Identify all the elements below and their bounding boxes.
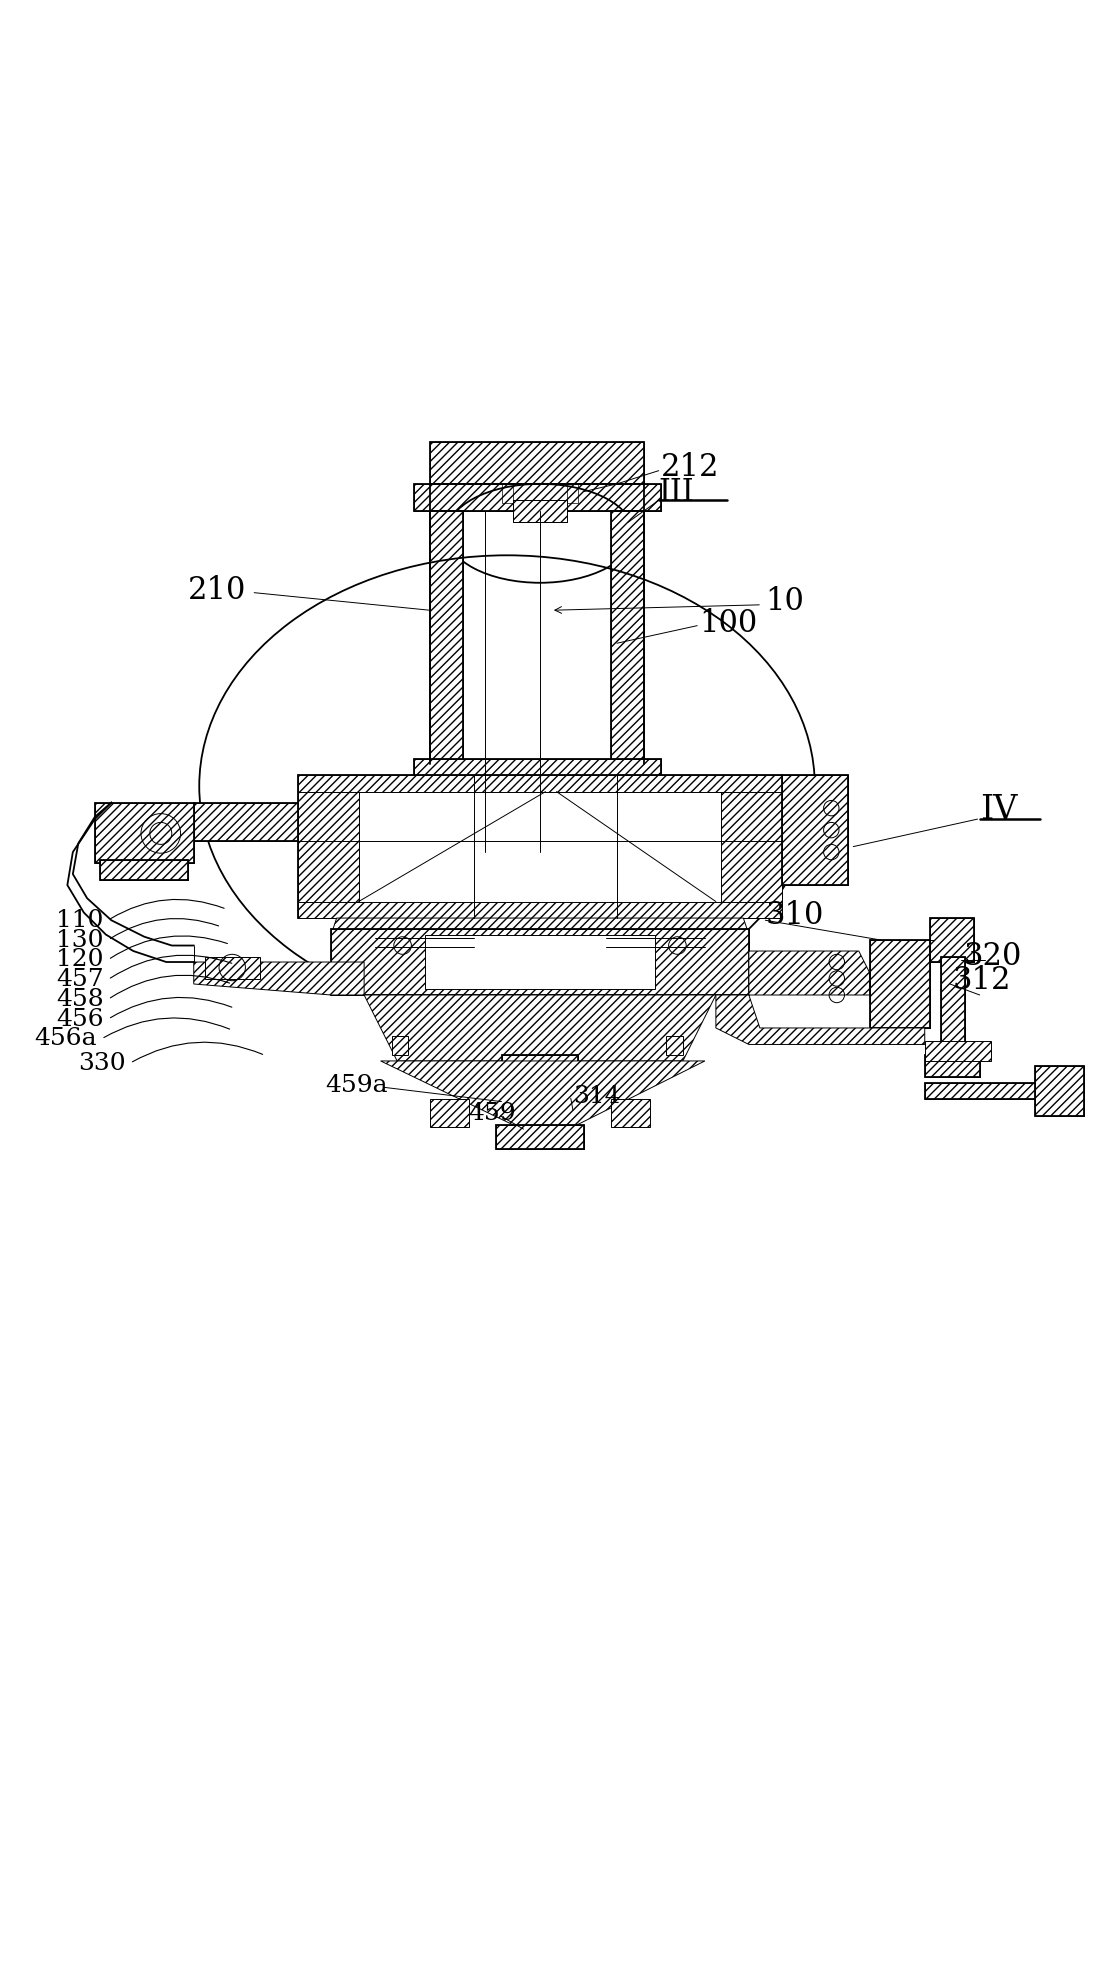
Bar <box>332 929 749 996</box>
Bar <box>869 941 930 1027</box>
Bar <box>95 803 194 864</box>
Bar <box>941 956 965 1061</box>
Bar <box>413 484 661 512</box>
Polygon shape <box>749 951 869 996</box>
Bar <box>413 484 661 512</box>
Polygon shape <box>716 996 925 1045</box>
Bar <box>941 956 965 1061</box>
Bar <box>100 860 188 880</box>
Bar <box>512 500 568 522</box>
Bar <box>299 901 781 917</box>
Text: 458: 458 <box>56 988 104 1012</box>
Bar <box>332 929 749 996</box>
Text: 456: 456 <box>56 1008 104 1031</box>
Bar <box>501 1055 579 1100</box>
Bar <box>612 512 645 764</box>
Bar <box>925 1055 980 1076</box>
Text: 314: 314 <box>573 1084 620 1108</box>
Bar <box>205 956 260 978</box>
Bar <box>869 941 930 1027</box>
Bar <box>930 917 974 962</box>
Bar <box>496 1124 584 1149</box>
Bar <box>925 1055 980 1076</box>
Text: 459a: 459a <box>326 1075 388 1096</box>
Bar <box>430 512 463 764</box>
Text: 100: 100 <box>700 608 758 640</box>
Bar <box>612 512 645 764</box>
Bar <box>781 775 847 886</box>
Bar <box>496 1124 584 1149</box>
Bar <box>501 484 512 502</box>
Bar <box>95 803 194 864</box>
Polygon shape <box>380 1061 705 1138</box>
Bar <box>413 758 661 781</box>
Bar <box>925 1082 1046 1100</box>
Bar <box>194 803 299 840</box>
Bar <box>568 484 579 502</box>
Text: 312: 312 <box>952 964 1011 996</box>
Bar <box>930 917 974 962</box>
Bar <box>430 443 645 484</box>
Bar <box>1035 1067 1084 1116</box>
Text: 10: 10 <box>766 586 804 618</box>
Text: 320: 320 <box>963 941 1022 972</box>
Bar <box>413 758 661 781</box>
Bar <box>501 1055 579 1100</box>
Text: 120: 120 <box>56 949 104 972</box>
Bar <box>430 1100 468 1128</box>
Bar <box>925 1041 991 1061</box>
Bar <box>612 1100 650 1128</box>
Text: 110: 110 <box>56 909 104 931</box>
Text: 212: 212 <box>661 453 720 482</box>
Text: 310: 310 <box>766 899 823 931</box>
Text: IV: IV <box>980 795 1017 827</box>
Polygon shape <box>194 962 364 996</box>
Polygon shape <box>364 996 716 1061</box>
Bar <box>299 775 781 791</box>
Bar <box>781 775 847 886</box>
Text: 330: 330 <box>78 1051 126 1075</box>
Text: 210: 210 <box>188 575 247 606</box>
Text: 457: 457 <box>56 968 104 992</box>
Bar <box>667 1035 683 1055</box>
Bar <box>430 512 463 764</box>
Bar <box>391 1035 408 1055</box>
Bar <box>430 443 645 484</box>
Text: 459: 459 <box>468 1102 516 1126</box>
Text: 456a: 456a <box>34 1027 97 1051</box>
Bar <box>299 775 781 917</box>
Bar <box>424 935 656 990</box>
Bar <box>100 860 188 880</box>
Bar <box>194 803 299 840</box>
Text: III: III <box>659 476 694 508</box>
Bar <box>1035 1067 1084 1116</box>
Polygon shape <box>332 917 749 935</box>
Bar <box>299 775 358 917</box>
Bar <box>925 1082 1046 1100</box>
Text: 130: 130 <box>56 929 104 953</box>
Bar <box>722 775 781 917</box>
